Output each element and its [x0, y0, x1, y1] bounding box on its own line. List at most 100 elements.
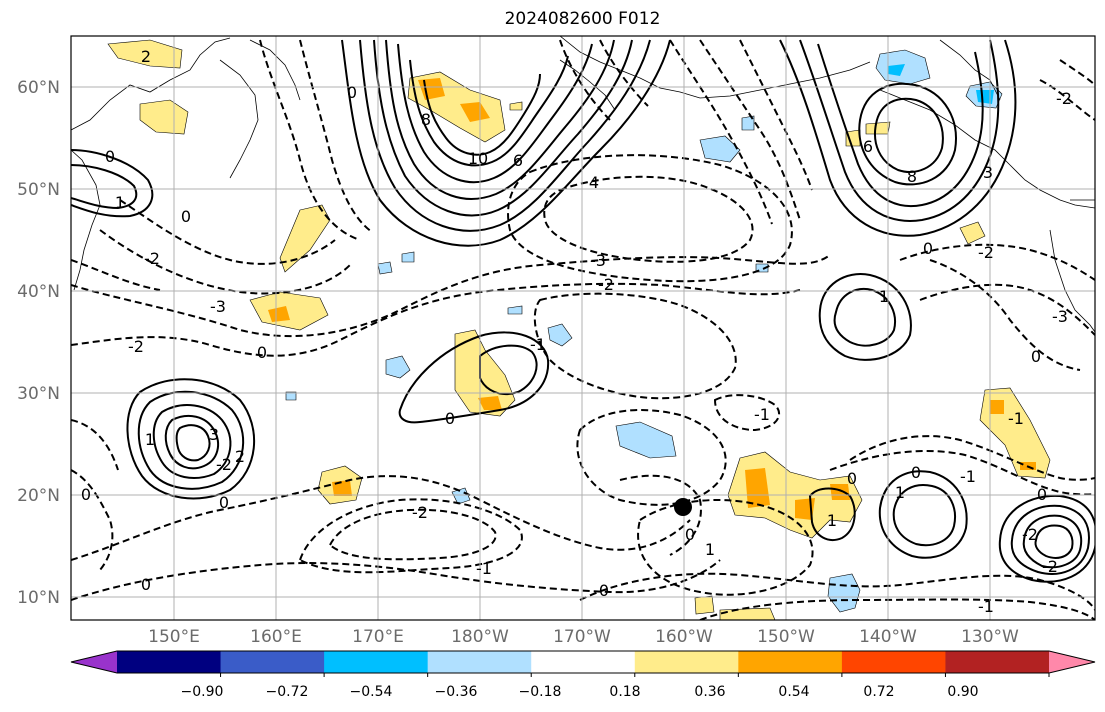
contour-label: -2: [1056, 89, 1072, 108]
graticule: [71, 36, 1095, 620]
contour-label: 8: [907, 167, 917, 186]
contour-label: 3: [209, 425, 219, 444]
contour-label: 10: [468, 149, 488, 168]
lat-label: 50°N: [17, 180, 60, 200]
colorbar-segment: [427, 651, 532, 673]
colorbar-tick-labels: −0.90 −0.72 −0.54 −0.36 −0.18 0.18 0.36 …: [181, 684, 979, 700]
station-dot: [674, 498, 692, 516]
negative-contours: [71, 39, 1095, 620]
colorbar: [70, 650, 1096, 677]
contour-label: 0: [257, 343, 267, 362]
longitude-labels: 150°E 160°E 170°E 180°W 170°W 160°W 150°…: [148, 627, 1019, 647]
contour-label: -2: [412, 503, 428, 522]
contour-label: 0: [923, 239, 933, 258]
contour-label: -1: [960, 467, 976, 486]
lon-label: 140°W: [859, 627, 917, 647]
lat-label: 40°N: [17, 282, 60, 302]
contour-label: 1: [879, 287, 889, 306]
colorbar-outline: [70, 650, 1096, 674]
lat-label: 60°N: [17, 78, 60, 98]
map-frame: [70, 35, 1096, 621]
contour-label: 3: [983, 163, 993, 182]
contour-label: 0: [219, 493, 229, 512]
colorbar-segment: [841, 651, 946, 673]
contour-label: 0: [181, 207, 191, 226]
colorbar-segment: [117, 651, 222, 673]
colorbar-segment: [324, 651, 429, 673]
colorbar-tick-label: −0.18: [519, 684, 562, 700]
contour-label: 0: [445, 409, 455, 428]
lon-label: 150°W: [757, 627, 815, 647]
negative-shading: [285, 49, 1003, 613]
contour-label: 1: [705, 540, 715, 559]
map-background: [71, 36, 1095, 620]
colorbar-tick-label: 0.18: [609, 684, 640, 700]
colorbar-segment: [531, 651, 636, 673]
contour-label: 2: [235, 447, 245, 466]
lon-label: 130°W: [961, 627, 1019, 647]
colorbar-tick-label: −0.72: [266, 684, 309, 700]
contour-label: -3: [1052, 307, 1068, 326]
colorbar-tick-label: 0.90: [947, 684, 978, 700]
contour-label: 0: [685, 525, 695, 544]
lat-label: 10°N: [17, 588, 60, 608]
contour-label: -2: [128, 337, 144, 356]
lon-label: 160°W: [655, 627, 713, 647]
lat-label: 20°N: [17, 486, 60, 506]
contour-label: -1: [1008, 409, 1024, 428]
contour-label: 0: [911, 463, 921, 482]
colorbar-tick-label: −0.54: [350, 684, 393, 700]
contour-label: 0: [599, 581, 609, 600]
contour-label: 1: [827, 511, 837, 530]
contour-label: -3: [210, 297, 226, 316]
contour-label: -1: [476, 559, 492, 578]
contour-label: -2: [216, 455, 232, 474]
contour-label: 1: [895, 483, 905, 502]
colorbar-segment: [220, 651, 325, 673]
contour-label: -2: [144, 249, 160, 268]
colorbar-extend-min: [71, 651, 117, 673]
contour-label: 1: [145, 430, 155, 449]
contour-label: 0: [81, 485, 91, 504]
contour-label: -3: [590, 251, 606, 270]
contour-label: -2: [1042, 557, 1058, 576]
contour-label: -2: [978, 243, 994, 262]
contour-label: 0: [1031, 347, 1041, 366]
colorbar-segment: [738, 651, 843, 673]
map-title: 2024082600 F012: [504, 9, 661, 29]
contour-label: -2: [1022, 525, 1038, 544]
contour-label: -1: [530, 335, 546, 354]
colorbar-tick-label: −0.90: [181, 684, 224, 700]
colorbar-tick-label: −0.36: [435, 684, 478, 700]
contour-labels: 2 0 1 -2 -3 8 10 6 4 -3 -2 -1 6 8 3 1 0 …: [81, 47, 1072, 616]
colorbar-segment: [945, 651, 1050, 673]
contour-label: 0: [847, 469, 857, 488]
lon-label: 160°E: [250, 627, 302, 647]
lon-label: 170°W: [553, 627, 611, 647]
colorbar-tick-label: 0.54: [778, 684, 809, 700]
colorbar-tick-label: 0.36: [694, 684, 725, 700]
contour-label: 8: [421, 110, 431, 129]
contour-label: 1: [115, 193, 125, 212]
contour-label: 2: [141, 47, 151, 66]
contour-label: -1: [978, 597, 994, 616]
coastlines: [71, 36, 1095, 333]
lon-label: 180°W: [451, 627, 509, 647]
colorbar-tick-label: 0.72: [863, 684, 894, 700]
contour-label: 0: [141, 575, 151, 594]
contour-label: 4: [589, 173, 599, 192]
contour-label: 0: [1037, 485, 1047, 504]
contour-label: 0: [347, 83, 357, 102]
contour-label: 6: [513, 151, 523, 170]
colorbar-extend-max: [1049, 651, 1095, 673]
latitude-labels: 60°N 50°N 40°N 30°N 20°N 10°N: [17, 78, 60, 608]
contour-label: 6: [863, 137, 873, 156]
contour-label: 0: [105, 147, 115, 166]
lat-label: 30°N: [17, 384, 60, 404]
lon-label: 170°E: [352, 627, 404, 647]
contour-label: -1: [754, 405, 770, 424]
colorbar-segment: [634, 651, 739, 673]
lon-label: 150°E: [148, 627, 200, 647]
contour-label: -2: [598, 275, 614, 294]
